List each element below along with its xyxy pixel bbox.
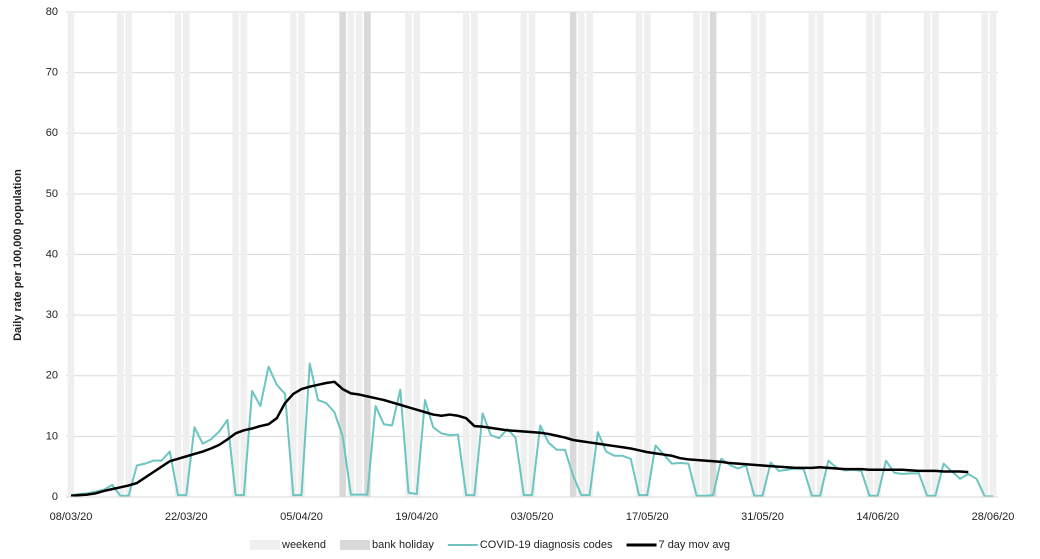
legend-swatch <box>250 540 280 550</box>
band-bar <box>578 12 585 497</box>
legend-label: weekend <box>281 539 326 551</box>
band-bar <box>586 12 593 497</box>
band-bar <box>471 12 478 497</box>
band-bar <box>182 12 190 497</box>
band-bar <box>932 12 939 497</box>
x-tick-label: 17/05/20 <box>626 511 669 523</box>
y-tick-label: 50 <box>46 188 58 200</box>
band-bar <box>339 12 346 497</box>
legend-label: bank holiday <box>372 539 434 551</box>
band-bar <box>750 12 758 497</box>
band-bar <box>125 12 132 497</box>
band-bar <box>174 12 182 497</box>
legend-swatch <box>340 540 371 550</box>
band-bar <box>759 12 766 497</box>
band-bar <box>874 12 882 497</box>
y-tick-label: 20 <box>46 370 58 382</box>
x-tick-label: 05/04/20 <box>280 511 323 523</box>
band-bar <box>709 12 717 497</box>
x-tick-label: 19/04/20 <box>395 511 438 523</box>
legend-label: 7 day mov avg <box>659 539 731 551</box>
legend-label: COVID-19 diagnosis codes <box>480 539 613 551</box>
band-bar <box>635 12 643 497</box>
y-axis-label: Daily rate per 100,000 population <box>12 169 24 341</box>
band-bar <box>989 12 997 497</box>
band-bar <box>117 12 124 497</box>
band-bar <box>866 12 873 497</box>
band-bar <box>693 12 700 497</box>
band-bar <box>364 12 371 497</box>
bands <box>67 12 997 497</box>
y-tick-label: 70 <box>46 67 58 79</box>
x-tick-label: 03/05/20 <box>511 511 554 523</box>
band-bar <box>405 12 412 497</box>
x-tick-label: 28/06/20 <box>972 511 1015 523</box>
band-bar <box>816 12 824 497</box>
x-tick-label: 08/03/20 <box>50 511 93 523</box>
x-tick-label: 22/03/20 <box>165 511 208 523</box>
band-bar <box>240 12 248 497</box>
band-bar <box>923 12 931 497</box>
x-tick-label: 31/05/20 <box>741 511 784 523</box>
band-bar <box>298 12 305 497</box>
y-tick-label: 40 <box>46 248 58 260</box>
band-bar <box>981 12 989 497</box>
x-tick-label: 14/06/20 <box>856 511 899 523</box>
band-bar <box>232 12 239 497</box>
band-bar <box>347 12 355 497</box>
band-bar <box>701 12 709 497</box>
band-bar <box>643 12 651 497</box>
y-tick-label: 80 <box>46 6 58 18</box>
band-bar <box>413 12 421 497</box>
band-bar <box>462 12 470 497</box>
y-tick-label: 30 <box>46 309 58 321</box>
y-tick-label: 60 <box>46 127 58 139</box>
band-bar <box>289 12 297 497</box>
data-line <box>70 380 969 498</box>
band-bar <box>569 12 577 497</box>
y-tick-label: 10 <box>46 430 58 442</box>
y-tick-label: 0 <box>52 491 58 503</box>
band-bar <box>355 12 363 497</box>
band-bar <box>520 12 528 497</box>
band-bar <box>808 12 816 497</box>
band-bar <box>528 12 536 497</box>
lines <box>70 362 993 498</box>
band-bar <box>67 12 75 497</box>
